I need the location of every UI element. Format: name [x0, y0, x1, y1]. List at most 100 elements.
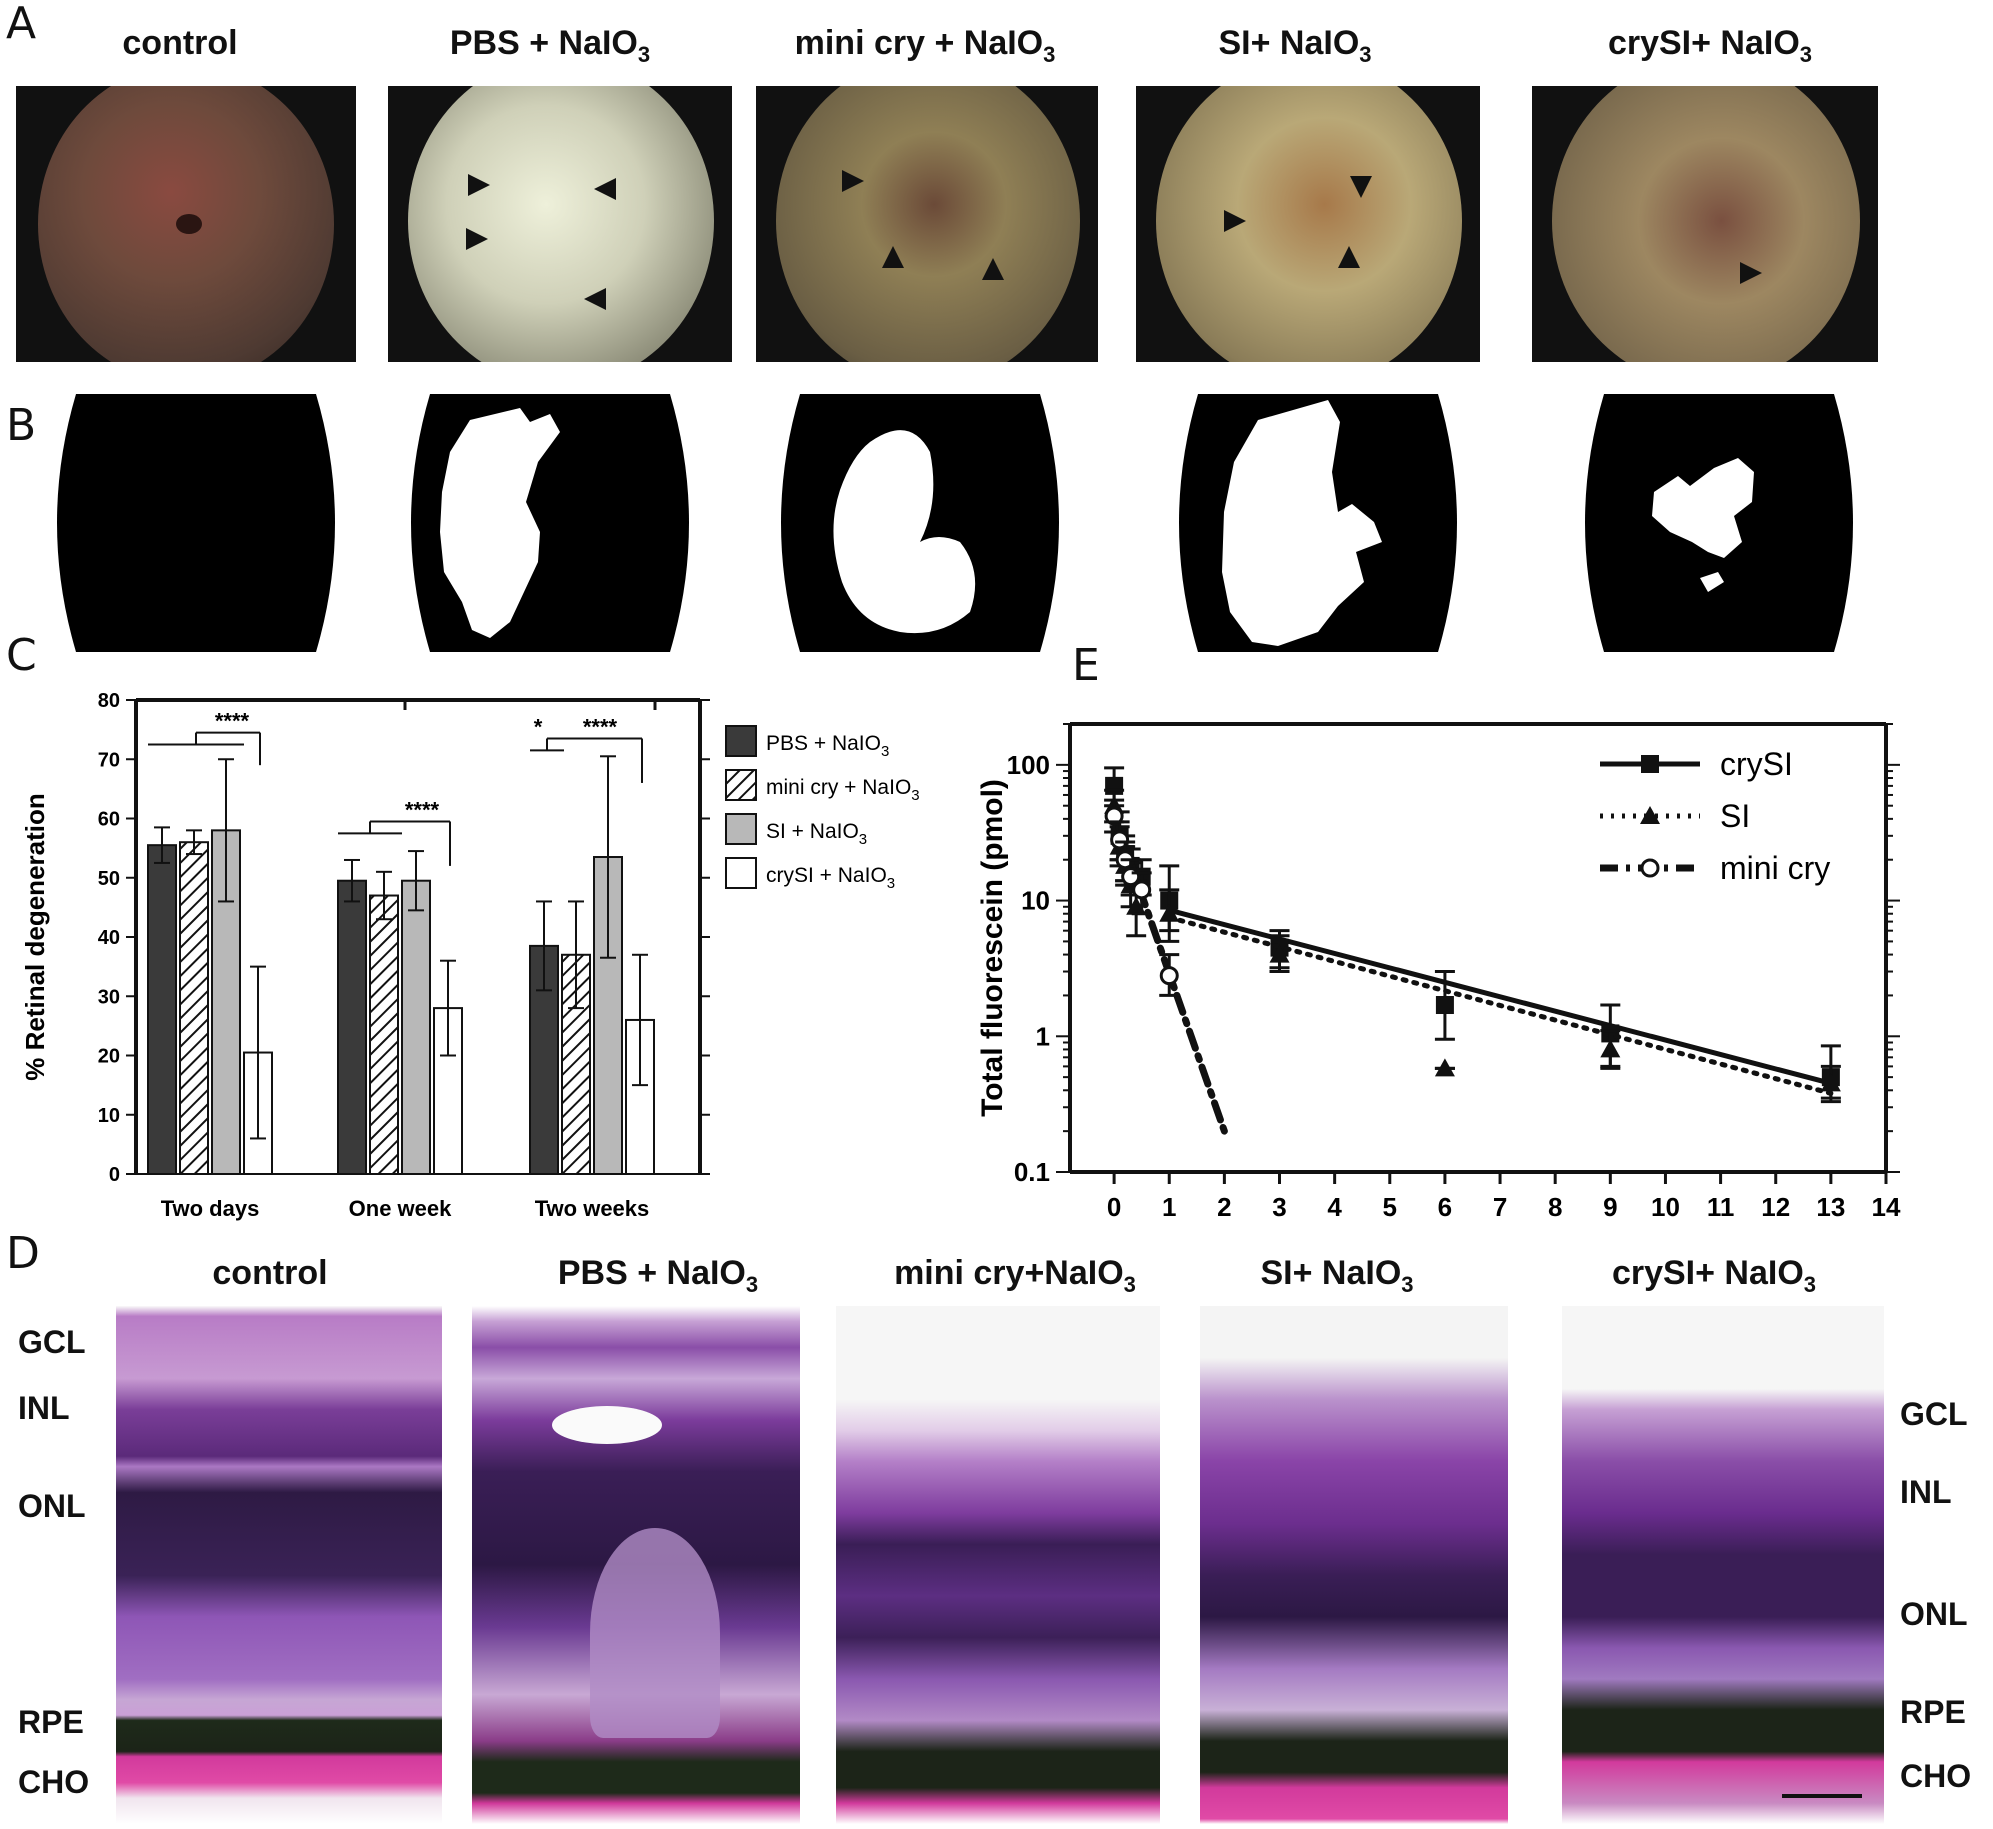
legend-swatch: [725, 769, 757, 801]
x-tick-label: 4: [1327, 1192, 1342, 1222]
data-point: [1132, 880, 1152, 900]
bar-chart-svg: 0 10 20 30 40 50 60 70 80 % Retinal degeneration T…: [20, 690, 920, 1221]
histology-image-pbs: [472, 1306, 800, 1824]
panel-a-title-pbs: PBS + NaIO3: [449, 24, 651, 67]
bar: [401, 879, 431, 1175]
legend-label: crySI: [1720, 746, 1793, 782]
bar: [369, 894, 399, 1175]
sig-label: ****: [583, 715, 618, 740]
sig-label: ****: [215, 709, 250, 734]
legend-label: mini cry: [1720, 850, 1830, 886]
x-tick-label: 12: [1761, 1192, 1790, 1222]
panel-label-c: C: [6, 630, 37, 681]
legend-label: mini cry + NaIO3: [766, 776, 920, 804]
panel-a-title-si: SI+ NaIO3: [1218, 24, 1372, 67]
fundus-image-minicry: [756, 86, 1098, 362]
bar: [179, 841, 209, 1175]
layer-label-right-gcl: GCL: [1900, 1396, 1968, 1432]
fundus-image-pbs: [388, 86, 732, 362]
histology-image-control: [116, 1306, 442, 1824]
fundus-image-crysi: [1532, 86, 1878, 362]
degeneration-mask-pbs: [411, 394, 689, 652]
bar-chart-retinal-degeneration: 0 10 20 30 40 50 60 70 80 % Retinal degeneration T…: [0, 660, 960, 1230]
legend-swatch: [725, 813, 757, 845]
x-tick-label: 10: [1651, 1192, 1680, 1222]
data-point: [1269, 944, 1290, 963]
panel-label-b: B: [6, 400, 37, 451]
layer-label-right-rpe: RPE: [1900, 1694, 1966, 1730]
layer-label-left-rpe: RPE: [18, 1704, 84, 1740]
panel-label-a: A: [6, 0, 37, 49]
x-tick-label: 5: [1383, 1192, 1397, 1222]
degeneration-mask-crysi: [1585, 394, 1853, 652]
x-tick-label: Two weeks: [535, 1196, 650, 1221]
panel-label-d: D: [6, 1228, 40, 1279]
y-tick-label: 40: [98, 927, 120, 949]
y-tick-label: 60: [98, 809, 120, 831]
degeneration-mask-control: [57, 394, 335, 652]
legend-marker: [1640, 806, 1660, 824]
legend-label: SI + NaIO3: [766, 820, 867, 848]
x-tick-label: 8: [1548, 1192, 1562, 1222]
panel-d-title-si: SI+ NaIO3: [1260, 1254, 1414, 1297]
sig-label: *: [534, 715, 543, 740]
histology-image-crysi: [1562, 1306, 1884, 1824]
fundus-image-si: [1136, 86, 1480, 362]
data-point: [1110, 830, 1130, 850]
line-chart-fluorescein: 0.1 1 10 100 Total fluorescein (pmol) 0 1 2 3 4 5 6…: [960, 680, 1980, 1250]
x-tick-label: Two days: [161, 1196, 260, 1221]
data-point: [1159, 903, 1180, 922]
y-tick-label: 0: [109, 1164, 120, 1186]
y-tick-label: 30: [98, 986, 120, 1008]
fundus-image-control: [16, 86, 356, 362]
bar: [211, 829, 241, 1175]
panel-label-e: E: [1072, 640, 1100, 691]
panel-d-title-control: control: [212, 1254, 328, 1292]
panel-a-title-minicry: mini cry + NaIO3: [794, 24, 1056, 67]
x-tick-label: 1: [1162, 1192, 1176, 1222]
panel-a-title-crysi: crySI+ NaIO3: [1607, 24, 1813, 67]
y-axis-label: Total fluorescein (pmol): [976, 779, 1009, 1117]
data-point: [1434, 1058, 1455, 1077]
x-tick-label: 0: [1107, 1192, 1121, 1222]
layer-label-left-onl: ONL: [18, 1488, 86, 1524]
y-tick-label: 1: [1036, 1021, 1050, 1051]
data-point: [1820, 1073, 1841, 1092]
y-tick-label: 50: [98, 868, 120, 890]
data-point: [1435, 996, 1454, 1015]
bar: [337, 879, 367, 1175]
layer-label-left-cho: CHO: [18, 1764, 90, 1800]
panel-d-title-minicry: mini cry+NaIO3: [894, 1254, 1136, 1297]
data-point: [1104, 806, 1124, 826]
layer-label-right-onl: ONL: [1900, 1596, 1968, 1632]
fit-line: [1166, 907, 1834, 1086]
legend-label: crySI + NaIO3: [766, 864, 895, 892]
y-tick-label: 0.1: [1014, 1157, 1050, 1187]
y-axis-label: % Retinal degeneration: [20, 793, 50, 1081]
y-tick-label: 80: [98, 690, 120, 712]
legend-marker: [1640, 858, 1660, 878]
legend-label: SI: [1720, 798, 1750, 834]
bar: [147, 844, 177, 1175]
panel-d-title-pbs: PBS + NaIO3: [557, 1254, 759, 1297]
x-tick-label: 6: [1438, 1192, 1452, 1222]
legend-swatch: [725, 857, 757, 889]
x-tick-label: 13: [1816, 1192, 1845, 1222]
fit-line: [1166, 915, 1834, 1096]
y-tick-label: 70: [98, 749, 120, 771]
legend-label: PBS + NaIO3: [766, 732, 889, 760]
histology-image-si: [1200, 1306, 1508, 1824]
degeneration-mask-minicry: [781, 394, 1059, 652]
x-tick-label: 2: [1217, 1192, 1231, 1222]
x-tick-label: One week: [349, 1196, 452, 1221]
layer-label-right-inl: INL: [1900, 1474, 1952, 1510]
degeneration-mask-si: [1179, 394, 1457, 652]
y-tick-label: 100: [1007, 750, 1050, 780]
legend-swatch: [725, 725, 757, 757]
sig-label: ****: [405, 797, 440, 822]
layer-label-right-cho: CHO: [1900, 1758, 1972, 1794]
panel-a-title-control: control: [122, 24, 238, 62]
legend-marker: [1641, 755, 1659, 773]
y-tick-label: 10: [1021, 886, 1050, 916]
